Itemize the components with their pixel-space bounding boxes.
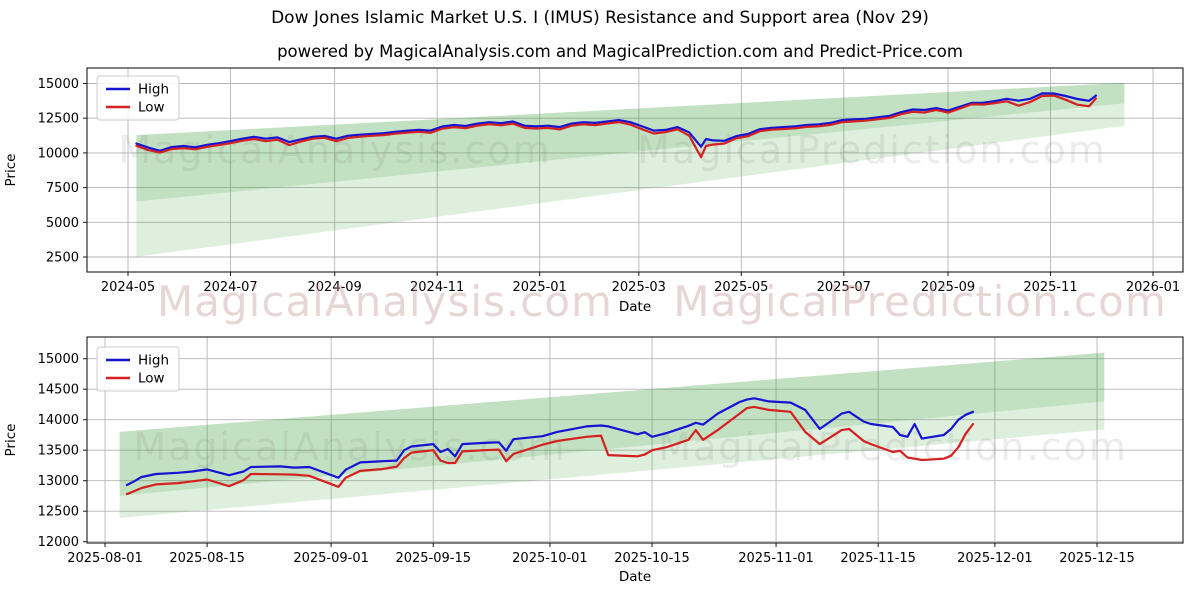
tick-marks <box>83 358 1098 547</box>
x-tick-label: 2025-10-01 <box>512 551 588 566</box>
support-resistance-band <box>119 352 1105 496</box>
x-tick-label: 2025-11 <box>1023 280 1077 295</box>
watermark-text: MagicalAnalysis.com <box>118 128 551 172</box>
watermark-text: MagicalPrediction.com <box>658 425 1128 469</box>
x-tick-label: 2025-07 <box>817 280 871 295</box>
legend: High Low <box>96 346 180 392</box>
watermark-text: MagicalAnalysis.com <box>133 425 566 469</box>
gridlines <box>87 68 1183 272</box>
support-resistance-band <box>136 82 1125 257</box>
legend-box <box>96 346 180 392</box>
x-tick-label: 2024-11 <box>410 280 464 295</box>
y-tick-label: 14500 <box>38 383 79 398</box>
y-tick-label: 14000 <box>38 413 79 428</box>
y-tick-label: 12000 <box>38 535 79 550</box>
high-line <box>135 92 1098 152</box>
legend-label: High <box>138 82 169 98</box>
x-tick-label: 2025-09-15 <box>395 551 471 566</box>
x-tick-label: 2024-09 <box>308 280 362 295</box>
y-tick-label: 10000 <box>38 146 79 161</box>
low-line <box>125 405 975 496</box>
x-tick-label: 2025-12-01 <box>957 551 1033 566</box>
top-chart: MagicalAnalysis.com MagicalPrediction.com… <box>3 67 1184 326</box>
x-tick-label: 2025-03 <box>612 280 666 295</box>
y-tick-label: 2500 <box>46 251 79 266</box>
x-tick-label: 2025-08-15 <box>169 551 245 566</box>
watermark-text: MagicalPrediction.com <box>673 277 1167 326</box>
x-tick-label: 2025-11-01 <box>738 551 814 566</box>
y-tick-label: 12500 <box>38 505 79 520</box>
x-axis-label: Date <box>619 299 651 315</box>
y-axis-label: Price <box>3 424 19 457</box>
x-tick-label: 2025-12-15 <box>1059 551 1135 566</box>
legend-box <box>96 75 180 121</box>
x-tick-label: 2025-01 <box>513 280 567 295</box>
x-tick-label: 2026-01 <box>1126 280 1180 295</box>
y-tick-label: 13500 <box>38 444 79 459</box>
x-tick-label: 2025-10-15 <box>614 551 690 566</box>
watermark-text: MagicalPrediction.com <box>637 128 1107 172</box>
x-tick-label: 2025-09 <box>921 280 975 295</box>
low-line <box>135 94 1098 159</box>
watermark-text: MagicalAnalysis.com <box>157 277 613 326</box>
plot-border <box>86 336 1184 544</box>
y-tick-label: 7500 <box>46 181 79 196</box>
tick-marks <box>83 83 1154 276</box>
x-tick-label: 2024-05 <box>101 280 155 295</box>
y-axis-label: Price <box>3 154 19 187</box>
y-tick-label: 15000 <box>38 77 79 92</box>
x-axis-label: Date <box>619 569 651 585</box>
bottom-chart: MagicalAnalysis.com MagicalPrediction.com… <box>3 336 1184 585</box>
chart-title: Dow Jones Islamic Market U.S. I (IMUS) R… <box>271 8 929 28</box>
x-tick-label: 2025-08-01 <box>67 551 143 566</box>
legend-label: Low <box>138 371 165 387</box>
plot-border <box>86 67 1184 273</box>
legend: High Low <box>96 75 180 121</box>
x-tick-label: 2025-11-15 <box>840 551 916 566</box>
x-tick-label: 2024-07 <box>203 280 257 295</box>
x-tick-label: 2025-09-01 <box>293 551 369 566</box>
y-tick-label: 15000 <box>38 352 79 367</box>
x-tick-label: 2025-05 <box>714 280 768 295</box>
support-resistance-band <box>136 82 1125 202</box>
y-tick-label: 12500 <box>38 112 79 127</box>
y-tick-label: 13000 <box>38 474 79 489</box>
legend-label: High <box>138 353 169 369</box>
chart-subtitle: powered by MagicalAnalysis.com and Magic… <box>277 42 963 61</box>
legend-label: Low <box>138 100 165 116</box>
y-tick-label: 5000 <box>46 216 79 231</box>
gridlines <box>87 337 1183 543</box>
support-resistance-band <box>119 352 1105 518</box>
high-line <box>125 397 975 487</box>
